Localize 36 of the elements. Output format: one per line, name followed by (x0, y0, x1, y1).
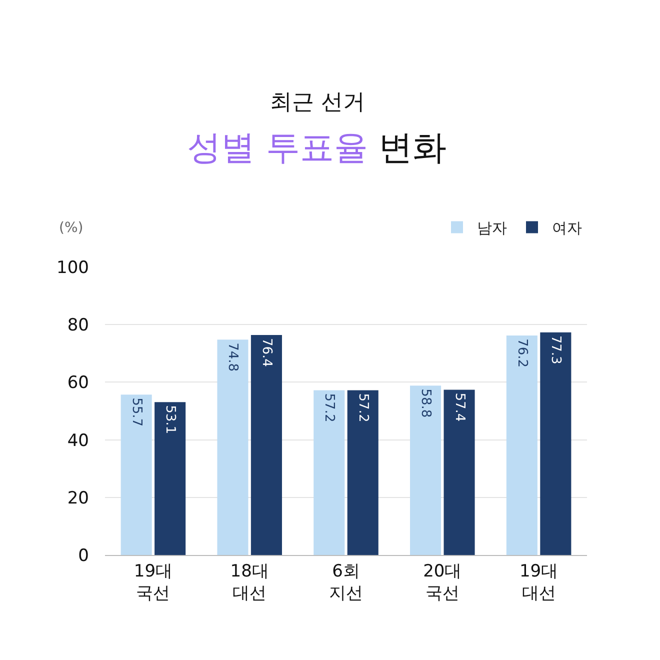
x-tick-label: 20대 국선 (423, 561, 462, 604)
data-label: 58.8 (418, 388, 434, 418)
x-tick-label: 18대 대선 (230, 561, 269, 604)
bar (217, 340, 248, 555)
chart-title: 성별 투표율 변화 (187, 128, 447, 168)
y-tick-label: 60 (67, 373, 89, 394)
legend-label: 여자 (552, 219, 582, 238)
data-label: 55.7 (128, 398, 144, 427)
y-tick-label: 0 (78, 546, 89, 566)
bar (120, 394, 152, 555)
bar (347, 390, 378, 555)
bar (154, 402, 186, 555)
bar (314, 390, 345, 555)
y-tick-label: 100 (56, 258, 89, 278)
chart-subtitle: 최근 선거 (270, 90, 365, 115)
bar (506, 336, 538, 555)
y-axis-title: (%) (59, 220, 84, 236)
x-tick-label: 19대 대선 (519, 561, 558, 604)
data-label: 74.8 (225, 342, 240, 372)
x-tick-label: 6회 지선 (329, 561, 363, 604)
data-label: 76.2 (514, 338, 530, 368)
bar (250, 334, 282, 555)
bar (540, 332, 572, 555)
legend-label: 남자 (477, 219, 507, 238)
data-label: 57.2 (355, 393, 370, 422)
bar (410, 386, 442, 555)
data-label: 53.1 (162, 405, 178, 434)
y-tick-label: 40 (67, 430, 89, 451)
y-tick-label: 80 (67, 316, 89, 336)
y-tick-label: 20 (67, 488, 89, 508)
data-label: 57.4 (452, 392, 467, 422)
bar (444, 390, 475, 555)
x-tick-label: 19대 국선 (134, 561, 173, 604)
data-label: 77.3 (548, 335, 564, 364)
data-label: 76.4 (258, 338, 274, 367)
data-label: 57.2 (322, 393, 337, 422)
